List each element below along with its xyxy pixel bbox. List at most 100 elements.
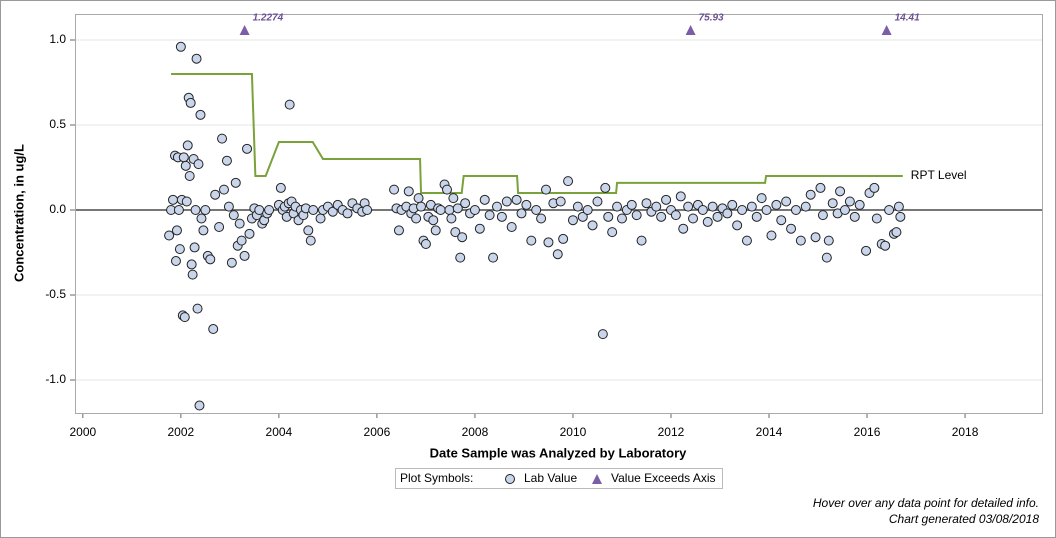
data-point (521, 199, 532, 210)
x-tick-label: 2004 (266, 425, 293, 439)
data-point (781, 196, 792, 207)
data-point (474, 223, 485, 234)
data-point (205, 254, 216, 265)
footnote: Hover over any data point for detailed i… (813, 496, 1039, 510)
data-point (805, 189, 816, 200)
data-point (190, 205, 201, 216)
data-point (228, 210, 239, 221)
data-point (178, 152, 189, 163)
y-tick-label: 0.0 (49, 202, 66, 216)
data-point (491, 201, 502, 212)
data-point (327, 206, 338, 217)
x-tick-label: 2014 (756, 425, 783, 439)
data-point (164, 230, 175, 241)
data-point (496, 211, 507, 222)
data-point (683, 201, 694, 212)
data-point (342, 208, 353, 219)
legend-label: Lab Value (524, 471, 577, 485)
mark-layer: RPT Level 1.2274 75.93 14.41 (164, 13, 967, 411)
data-point (187, 269, 198, 280)
data-point (636, 235, 647, 246)
data-point (200, 205, 211, 216)
data-point (416, 201, 427, 212)
data-point (168, 194, 179, 205)
data-point (193, 159, 204, 170)
data-point (776, 215, 787, 226)
data-point (239, 250, 250, 261)
data-point (284, 99, 295, 110)
data-point (541, 184, 552, 195)
data-point (869, 182, 880, 193)
data-point (531, 205, 542, 216)
data-point (543, 237, 554, 248)
data-point (389, 184, 400, 195)
data-point (600, 182, 611, 193)
data-point (428, 215, 439, 226)
data-point (631, 210, 642, 221)
data-point (393, 225, 404, 236)
data-point (697, 205, 708, 216)
data-point (488, 252, 499, 263)
data-point (230, 177, 241, 188)
data-point (626, 199, 637, 210)
data-point (223, 201, 234, 212)
data-point (174, 244, 185, 255)
data-point (746, 201, 757, 212)
data-point (603, 211, 614, 222)
data-point (208, 324, 219, 335)
data-point (450, 227, 461, 238)
data-point (821, 252, 832, 263)
data-point (184, 171, 195, 182)
data-point (766, 230, 777, 241)
data-point (226, 257, 237, 268)
data-point (175, 41, 186, 52)
data-point (616, 213, 627, 224)
data-point (597, 329, 608, 340)
data-point (516, 208, 527, 219)
data-point (441, 184, 452, 195)
data-point (572, 201, 583, 212)
data-point (173, 205, 184, 216)
data-point (567, 215, 578, 226)
data-point (180, 160, 191, 171)
data-point (170, 256, 181, 267)
data-point (526, 235, 537, 246)
data-point (552, 249, 563, 260)
data-point (217, 133, 228, 144)
legend-box (395, 468, 723, 489)
data-point (198, 225, 209, 236)
data-point (181, 196, 192, 207)
y-tick-label: -0.5 (45, 287, 66, 301)
grid-layer: -1.0 -0.5 0.0 0.5 1.0 2000 2002 2004 2006 2008 201… (45, 32, 1042, 439)
data-point (448, 193, 459, 204)
x-tick-label: 2018 (952, 425, 979, 439)
data-point (577, 211, 588, 222)
data-point (893, 201, 904, 212)
data-point (651, 201, 662, 212)
data-point (582, 205, 593, 216)
data-point (656, 211, 667, 222)
data-point (871, 213, 882, 224)
data-point (558, 233, 569, 244)
data-point (827, 198, 838, 209)
data-point (469, 205, 480, 216)
x-tick-label: 2010 (560, 425, 587, 439)
data-point (218, 184, 229, 195)
data-point (501, 196, 512, 207)
data-point (315, 213, 326, 224)
data-point (511, 194, 522, 205)
data-point (303, 225, 314, 236)
data-point (185, 97, 196, 108)
data-point (741, 235, 752, 246)
data-point (800, 201, 811, 212)
line-label: RPT Level (911, 168, 967, 182)
data-point (670, 210, 681, 221)
data-point (844, 196, 855, 207)
footnote: Chart generated 03/08/2018 (889, 512, 1039, 526)
data-point (675, 191, 686, 202)
data-point (460, 198, 471, 209)
data-point (221, 155, 232, 166)
data-point (771, 199, 782, 210)
data-point (413, 193, 424, 204)
exceeds-label: 75.93 (699, 13, 724, 24)
